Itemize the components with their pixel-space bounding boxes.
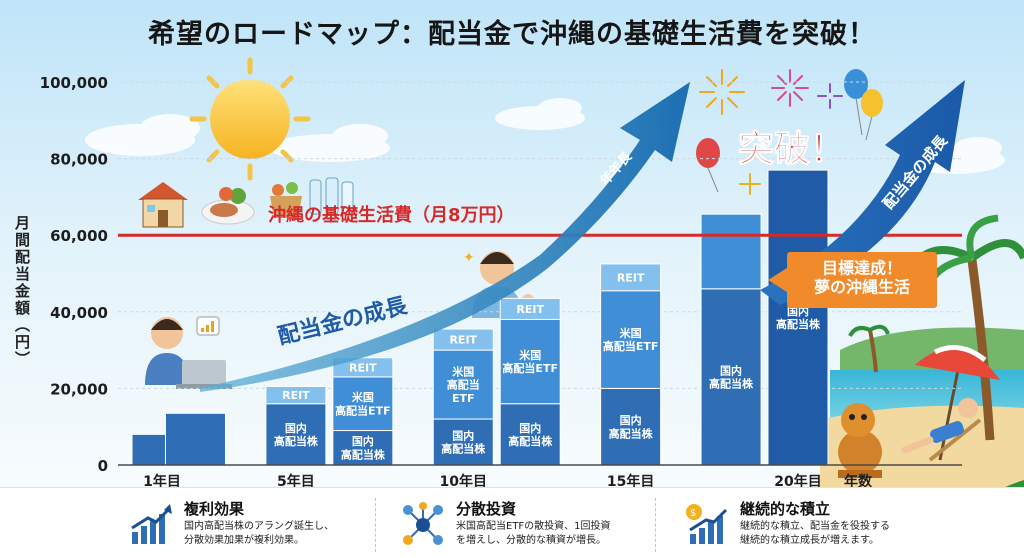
bar-segment-label: REIT: [282, 389, 310, 402]
feature-compound: 複利効果 国内高配当株のアラング誕生し、 分散効果加果が複利効果。: [128, 496, 378, 556]
y-tick-label: 20,000: [50, 380, 108, 398]
bar-segment-label: 国内高配当株: [508, 421, 553, 448]
y-tick-label: 100,000: [40, 74, 108, 92]
growth-arrows: [200, 80, 965, 392]
goal-badge: [787, 252, 937, 308]
feature-description: 継続的な積立、配当金を役投する 継続的な積立成長が増えます。: [740, 521, 890, 546]
bar-segment-label: REIT: [449, 334, 477, 347]
bar-segment: [432, 328, 494, 351]
feature-description: 国内高配当株のアラング誕生し、 分散効果加果が複利効果。: [184, 521, 334, 546]
bar-segment: [499, 318, 561, 405]
reference-line-label: 沖縄の基礎生活費（月8万円）: [268, 204, 515, 226]
bar-segment-label: 国内高配当株: [609, 413, 654, 440]
bar-segment-label: 米国高配当ETF: [335, 390, 391, 417]
y-tick-label: 60,000: [50, 227, 108, 245]
bar-segment: [600, 290, 662, 389]
bar-segment-label: REIT: [349, 361, 377, 374]
diversification-network-icon: [403, 502, 443, 545]
feature-title: 継続的な積立: [740, 500, 831, 518]
feature-continuous: $ 継続的な積立 継続的な積立、配当金を役投する 継続的な積立成長が増えます。: [684, 496, 934, 556]
balloons-icon: [696, 69, 883, 193]
bar-segment-label: 国内高配当株: [709, 363, 754, 390]
y-tick-label: 80,000: [50, 151, 108, 169]
bar-segment: [499, 297, 561, 320]
bar-segment: [265, 385, 327, 405]
shisa-statue-icon: [838, 403, 882, 478]
svg-text:$: $: [690, 508, 696, 519]
bar-segment: [767, 169, 829, 466]
chart-axes: 0 20,000 40,000 60,000 80,000 100,000 1年目 5年目 10…: [40, 74, 962, 490]
house-icon: [138, 182, 188, 228]
feature-title: 複利効果: [184, 500, 245, 518]
svg-text:✦: ✦: [463, 250, 475, 266]
compound-growth-icon: [131, 504, 172, 544]
sun-icon: [189, 57, 311, 181]
bar-segment: [600, 263, 662, 292]
bar-segment: [432, 349, 494, 420]
coin-growth-icon: $: [686, 504, 728, 544]
feature-diversification: 分散投資 米国高配当ETFの散投資、1回投資 を増えし、分散的な積資が増長。: [400, 496, 650, 556]
bar-segment-label: REIT: [617, 271, 645, 284]
reference-line-group: 沖縄の基礎生活費（月8万円）: [118, 204, 962, 237]
bar-segment: [499, 403, 561, 466]
divider: [655, 498, 656, 552]
breakthrough-label: 突破！: [738, 129, 846, 170]
bar-segment: [432, 418, 494, 466]
bar-segment-label: 国内高配当株: [341, 434, 386, 461]
parasol-icon: [915, 345, 1000, 461]
x-tick-label: 5年目: [277, 473, 315, 490]
investor-person-icon: [145, 316, 232, 389]
bar-segment: [700, 288, 762, 466]
feature-description: 米国高配当ETFの散投資、1回投資 を増えし、分散的な積資が増長。: [456, 521, 611, 546]
page-title: 希望のロードマップ：配当金で沖縄の基礎生活費を突破！: [148, 19, 876, 50]
bar-segment-label: 国内高配当株: [441, 428, 486, 455]
y-tick-label: 40,000: [50, 304, 108, 322]
x-tick-label: 15年目: [607, 473, 654, 490]
person-relaxing-icon: [901, 398, 982, 462]
bar-segment: [164, 412, 226, 466]
bar-segment-label: 米国高配当ETF: [603, 326, 659, 353]
x-tick-label: 10年目: [440, 473, 487, 490]
bar-segment: [265, 403, 327, 466]
bar-segment-label: 米国高配当ETF: [502, 348, 558, 375]
bar-segment: [700, 213, 762, 290]
y-axis-label: 月間配当金額（円）: [13, 215, 31, 368]
x-axis-label: 年数: [844, 473, 873, 490]
goal-badge-pointer: [768, 268, 787, 292]
feature-title: 分散投資: [456, 500, 517, 518]
groceries-icon: [270, 177, 354, 218]
growth-arrow-right: [760, 80, 965, 305]
bar-segment-label: 国内高配当株: [274, 421, 319, 448]
goal-label: 目標達成！夢の沖縄生活: [814, 258, 910, 296]
fireworks-icon: [699, 69, 843, 195]
divider: [375, 498, 376, 552]
y-tick-label: 0: [98, 457, 108, 475]
features-panel: 複利効果 国内高配当株のアラング誕生し、 分散効果加果が複利効果。 分散投資 米…: [0, 487, 1024, 558]
x-tick-label: 1年目: [143, 473, 181, 490]
bar-segment-label: REIT: [516, 303, 544, 316]
x-tick-label: 20年目: [774, 473, 821, 490]
food-plate-icon: [201, 187, 255, 225]
